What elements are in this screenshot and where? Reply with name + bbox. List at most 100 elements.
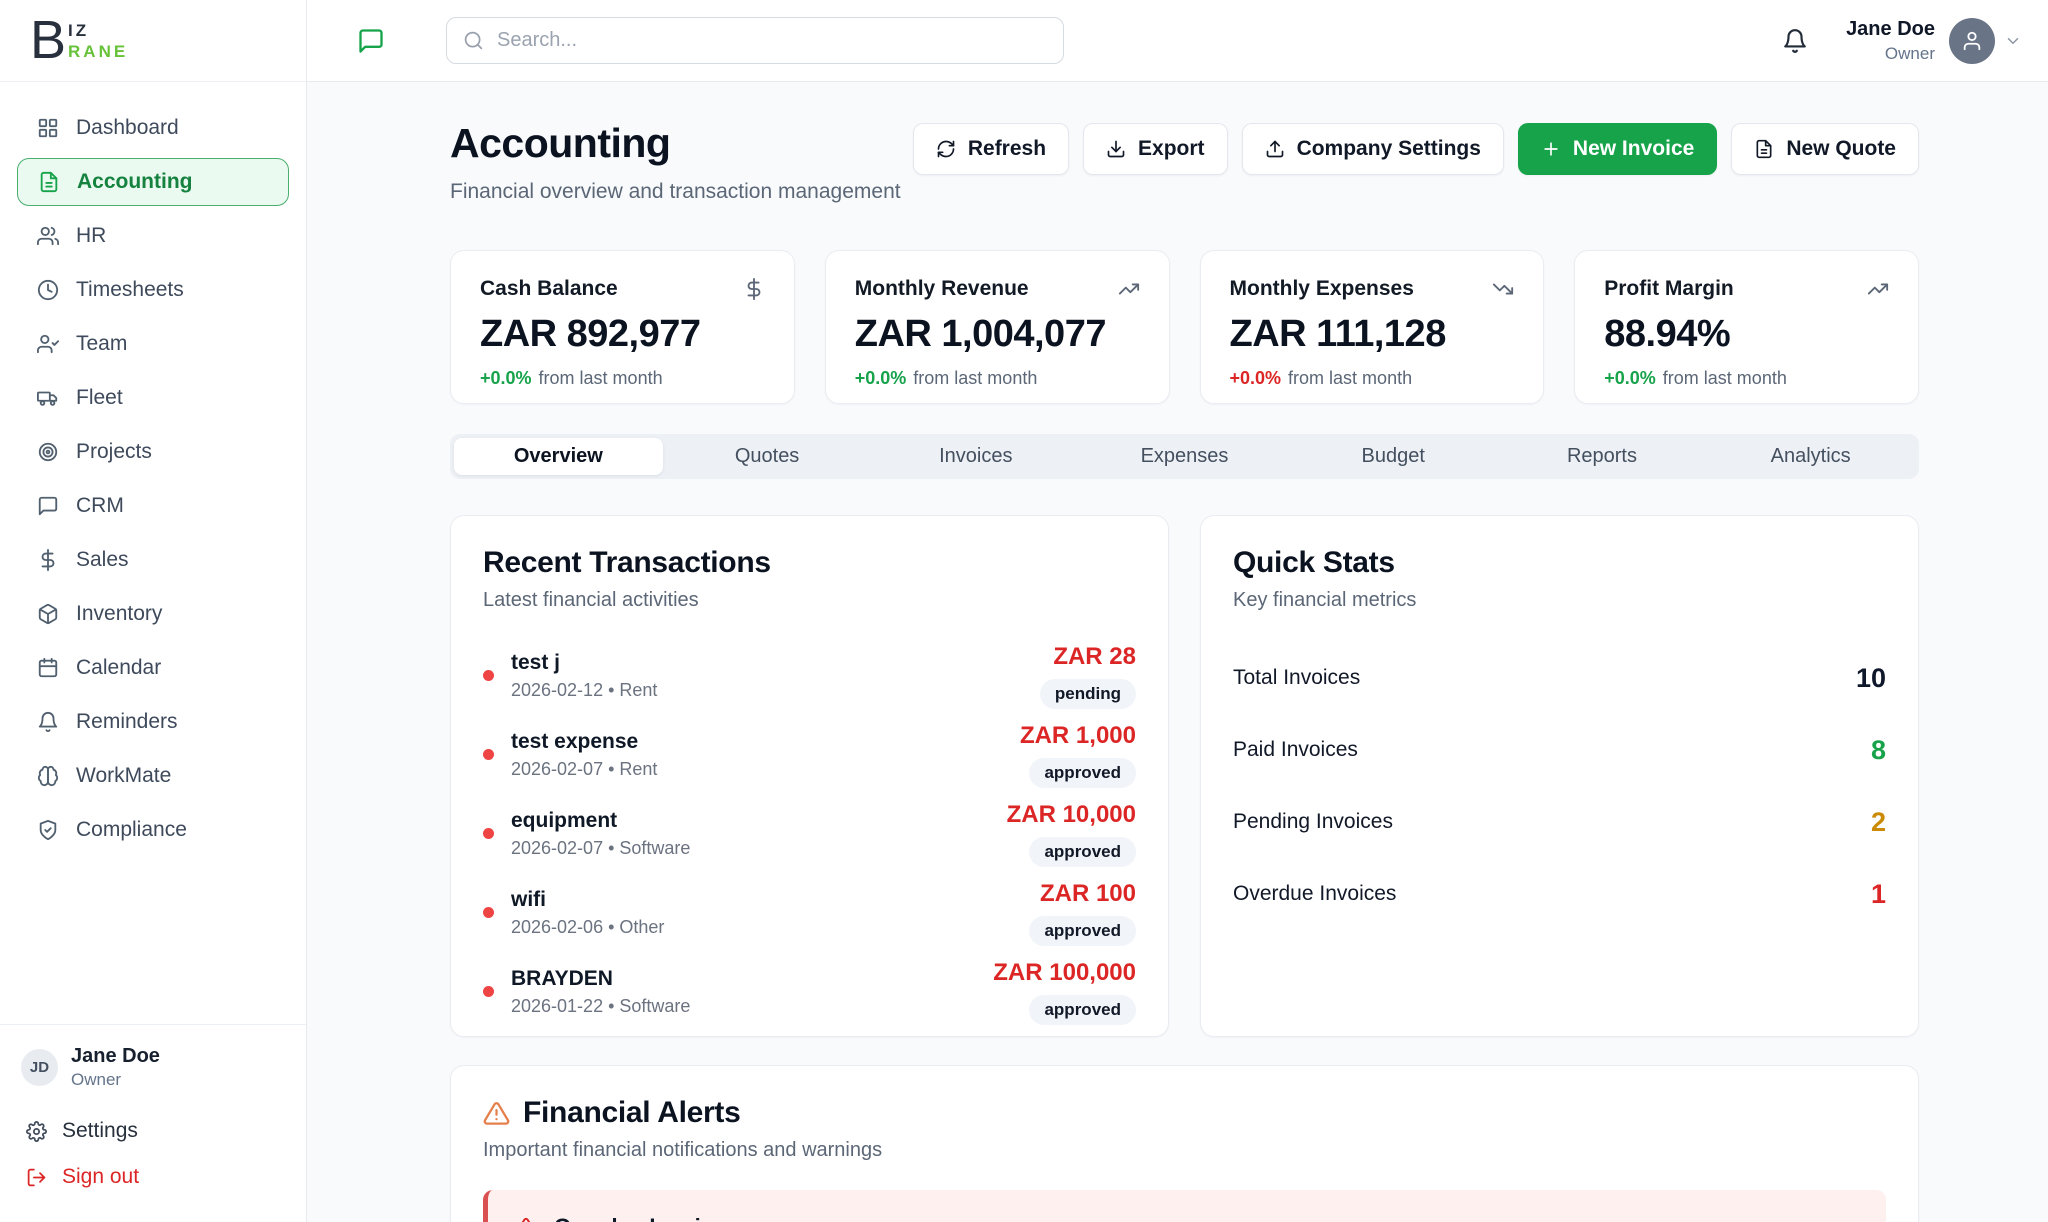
transaction-meta: 2026-02-12 • Rent xyxy=(511,679,658,700)
avatar: JD xyxy=(21,1049,58,1086)
sidebar-item-calendar[interactable]: Calendar xyxy=(17,644,289,692)
stat-card-cash-balance: Cash Balance ZAR 892,977 +0.0% from last mo… xyxy=(450,250,795,404)
sidebar-item-fleet[interactable]: Fleet xyxy=(17,374,289,422)
message-square-icon xyxy=(37,495,59,517)
transaction-status-badge: approved xyxy=(1029,757,1136,788)
sidebar-item-label: Fleet xyxy=(76,386,123,409)
sidebar-item-projects[interactable]: Projects xyxy=(17,428,289,476)
tab-invoices[interactable]: Invoices xyxy=(939,445,1013,467)
stat-card-value: ZAR 1,004,077 xyxy=(854,313,1107,355)
quick-stats-panel: Quick Stats Key financial metrics Total … xyxy=(1200,515,1919,1037)
transaction-amount: ZAR 28 xyxy=(1053,642,1136,670)
transactions-title: Recent Transactions xyxy=(483,546,771,579)
company-settings-button[interactable]: Company Settings xyxy=(1241,123,1504,175)
shield-check-icon xyxy=(37,819,59,841)
tab-reports[interactable]: Reports xyxy=(1566,445,1637,467)
new-quote-button[interactable]: New Quote xyxy=(1731,123,1919,175)
search-icon xyxy=(463,30,484,51)
trending-up-icon xyxy=(1118,278,1140,300)
quick-stat-row: Overdue Invoices 1 xyxy=(1233,858,1886,930)
chevron-down-icon[interactable] xyxy=(2004,32,2022,50)
brand-wordmark: IZ RANE xyxy=(68,21,128,62)
upload-icon xyxy=(1265,139,1285,159)
stat-card-change: +0.0% from last month xyxy=(480,368,765,389)
sidebar-item-label: Compliance xyxy=(76,818,187,841)
sidebar-item-inventory[interactable]: Inventory xyxy=(17,590,289,638)
tab-budget[interactable]: Budget xyxy=(1361,445,1425,467)
quick-stat-row: Total Invoices 10 xyxy=(1233,642,1886,714)
stat-card-label: Monthly Expenses xyxy=(1229,277,1414,300)
chat-icon[interactable] xyxy=(357,27,385,55)
topbar-right: Jane Doe Owner xyxy=(1782,17,2022,64)
sidebar-item-dashboard[interactable]: Dashboard xyxy=(17,104,289,152)
stat-change-percent: +0.0% xyxy=(1229,368,1282,388)
user-avatar[interactable] xyxy=(1949,17,1995,64)
new-invoice-button[interactable]: New Invoice xyxy=(1517,123,1718,175)
quick-stat-label: Pending Invoices xyxy=(1233,810,1393,833)
sidebar-item-sales[interactable]: Sales xyxy=(17,536,289,584)
transaction-name: BRAYDEN xyxy=(511,966,613,990)
sidebar-item-label: Sales xyxy=(76,548,129,571)
sidebar-item-reminders[interactable]: Reminders xyxy=(17,698,289,746)
tab-expenses[interactable]: Expenses xyxy=(1140,445,1229,467)
alerts-title: Financial Alerts xyxy=(523,1096,741,1129)
stat-card-change: +0.0% from last month xyxy=(855,368,1140,389)
sidebar-item-hr[interactable]: HR xyxy=(17,212,289,260)
stat-change-percent: +0.0% xyxy=(480,368,532,388)
sidebar-item-crm[interactable]: CRM xyxy=(17,482,289,530)
sidebar-item-accounting[interactable]: Accounting xyxy=(17,158,289,206)
sidebar-item-timesheets[interactable]: Timesheets xyxy=(17,266,289,314)
export-button[interactable]: Export xyxy=(1083,123,1228,175)
download-icon xyxy=(1106,139,1126,159)
sidebar-item-label: Calendar xyxy=(76,656,162,679)
signout-button[interactable]: Sign out xyxy=(17,1154,289,1200)
dollar-icon xyxy=(37,549,59,571)
refresh-icon xyxy=(936,139,956,159)
stat-change-suffix: from last month xyxy=(913,368,1038,388)
quick-stat-value: 2 xyxy=(1870,806,1886,837)
new-quote-button-label: New Quote xyxy=(1786,137,1896,160)
sidebar-item-label: Inventory xyxy=(76,602,163,625)
file-text-icon xyxy=(38,171,60,193)
search-box xyxy=(446,17,1064,64)
transaction-meta: 2026-01-22 • Software xyxy=(511,995,691,1016)
user-icon xyxy=(1961,30,1983,52)
sidebar-item-settings[interactable]: Settings xyxy=(17,1108,289,1154)
financial-alerts-panel: Financial Alerts Important financial not… xyxy=(450,1065,1919,1222)
quick-stat-label: Total Invoices xyxy=(1233,666,1361,689)
transaction-meta: 2026-02-07 • Rent xyxy=(511,758,658,779)
sidebar-profile: JD Jane Doe Owner xyxy=(17,1045,289,1108)
dollar-icon xyxy=(743,278,765,300)
sidebar-item-label: Team xyxy=(76,332,128,355)
transaction-dot xyxy=(483,828,494,839)
user-meta: Jane Doe Owner xyxy=(1846,18,1935,64)
search-input[interactable] xyxy=(497,29,1047,52)
profile-role: Owner xyxy=(71,1070,122,1089)
refresh-button[interactable]: Refresh xyxy=(912,123,1070,175)
package-icon xyxy=(37,603,59,625)
tab-overview[interactable]: Overview xyxy=(454,438,663,475)
sidebar-item-team[interactable]: Team xyxy=(17,320,289,368)
tab-analytics[interactable]: Analytics xyxy=(1770,445,1851,467)
notification-bell-icon[interactable] xyxy=(1782,28,1808,54)
page-header: Accounting Financial overview and transa… xyxy=(450,120,1919,204)
stat-card-value: 88.94% xyxy=(1604,313,1731,355)
page-content: Accounting Financial overview and transa… xyxy=(307,82,2048,1222)
sidebar-item-workmate[interactable]: WorkMate xyxy=(17,752,289,800)
refresh-button-label: Refresh xyxy=(967,137,1047,160)
transaction-dot xyxy=(483,749,494,760)
calendar-icon xyxy=(37,657,59,679)
sidebar-item-compliance[interactable]: Compliance xyxy=(17,806,289,854)
tab-quotes[interactable]: Quotes xyxy=(734,445,800,467)
stat-change-percent: +0.0% xyxy=(1604,368,1656,388)
alert-triangle-icon xyxy=(514,1216,538,1222)
sidebar-item-label: Accounting xyxy=(77,170,193,193)
brand-logo: B IZ RANE xyxy=(0,0,306,82)
sidebar: B IZ RANE Dashboard Accounting HR Timesheet… xyxy=(0,0,307,1222)
sidebar-item-label: WorkMate xyxy=(76,764,172,787)
quick-stat-value: 10 xyxy=(1855,662,1886,693)
panels-row: Recent Transactions Latest financial act… xyxy=(450,515,1919,1037)
